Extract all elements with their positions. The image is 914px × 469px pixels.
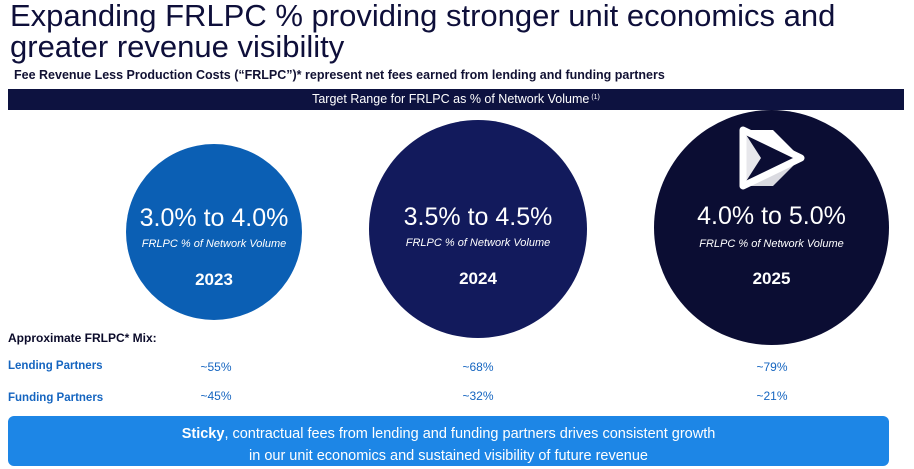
funding-2023-value: ~45% (200, 389, 232, 403)
banner-line-2: in our unit economics and sustained visi… (249, 448, 648, 464)
lending-2023-value: ~55% (200, 360, 232, 374)
target-range-header-text: Target Range for FRLPC as % of Network V… (312, 92, 590, 106)
circle-2025: 4.0% to 5.0% FRLPC % of Network Volume 2… (654, 110, 889, 345)
circle-2024: 3.5% to 4.5% FRLPC % of Network Volume 2… (369, 120, 587, 338)
range-value: 4.0% to 5.0% (697, 202, 846, 230)
play-triangle-logo-icon (739, 126, 805, 190)
lending-2025-value: ~79% (756, 360, 788, 374)
banner-line-1: Sticky, contractual fees from lending an… (8, 426, 889, 442)
metric-label: FRLPC % of Network Volume (141, 238, 287, 250)
metric-label: FRLPC % of Network Volume (699, 238, 844, 250)
funding-2025-value: ~21% (756, 389, 788, 403)
banner-bold-word: Sticky (181, 426, 225, 442)
year-label: 2025 (752, 269, 791, 288)
year-label: 2023 (195, 270, 233, 289)
metric-label: FRLPC % of Network Volume (405, 237, 551, 249)
title-line-2: greater revenue visibility (10, 29, 345, 64)
title-line-1: Expanding FRLPC % providing stronger uni… (10, 0, 836, 33)
footnote-marker: (1) (591, 94, 600, 101)
range-value: 3.5% to 4.5% (403, 203, 553, 231)
year-label: 2024 (459, 269, 497, 288)
funding-2024-value: ~32% (462, 389, 494, 403)
circle-2023: 3.0% to 4.0% FRLPC % of Network Volume 2… (126, 144, 302, 320)
target-range-header-bar: Target Range for FRLPC as % of Network V… (8, 89, 904, 110)
mix-title: Approximate FRLPC* Mix: (8, 331, 157, 345)
subtitle: Fee Revenue Less Production Costs (“FRLP… (14, 68, 665, 82)
lending-2024-value: ~68% (462, 360, 494, 374)
summary-banner: Sticky, contractual fees from lending an… (8, 416, 889, 466)
row-label-lending-partners: Lending Partners (8, 360, 103, 372)
range-value: 3.0% to 4.0% (139, 204, 289, 232)
page-title: Expanding FRLPC % providing stronger uni… (10, 0, 910, 62)
banner-line-1-rest: , contractual fees from lending and fund… (224, 426, 716, 442)
row-label-funding-partners: Funding Partners (8, 392, 104, 404)
